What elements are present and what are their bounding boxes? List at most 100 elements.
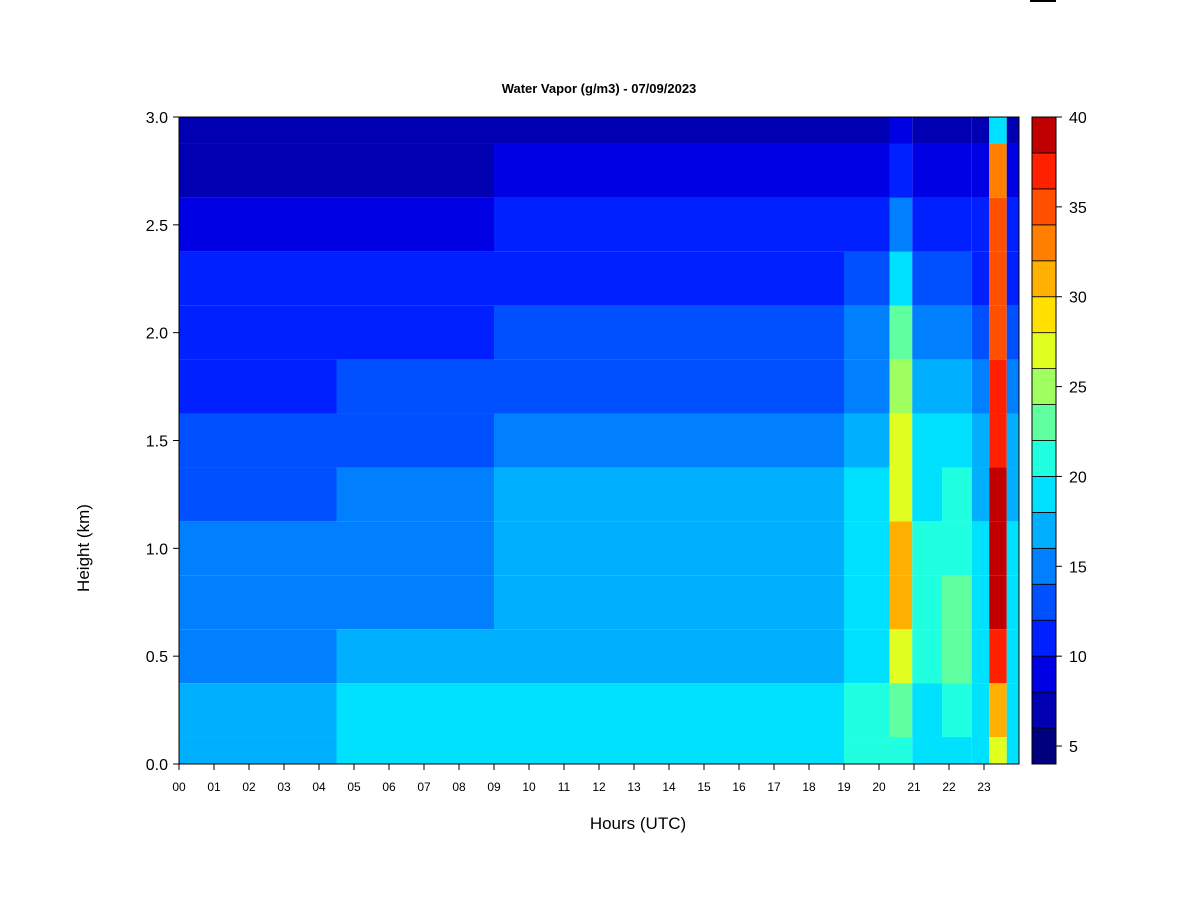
x-tick-label: 12 (592, 780, 606, 794)
heatmap-cell (942, 629, 972, 684)
heatmap-cell (889, 359, 913, 414)
heatmap-cell (1006, 575, 1019, 630)
heatmap-cell (494, 251, 704, 306)
heatmap-cell (989, 413, 1007, 468)
y-tick-label: 2.0 (146, 326, 168, 343)
x-tick-label: 20 (872, 780, 886, 794)
heatmap-cell (942, 413, 972, 468)
heatmap-cell (179, 521, 232, 576)
heatmap-cell (989, 737, 1007, 764)
heatmap-cell (231, 413, 337, 468)
x-tick-label: 03 (277, 780, 291, 794)
x-tick-label: 01 (207, 780, 221, 794)
heatmap-cell (989, 521, 1007, 576)
heatmap-cell (889, 413, 913, 468)
heatmap-cell (912, 737, 942, 764)
heatmap-cell (494, 737, 704, 764)
heatmap-cell (912, 197, 942, 252)
colorbar-swatch (1031, 691, 1057, 729)
heatmap-cell (942, 737, 972, 764)
heatmap-cell (494, 197, 704, 252)
heatmap-cell (971, 413, 990, 468)
heatmap-cell (231, 521, 337, 576)
heatmap-cell (889, 197, 913, 252)
heatmap-cell (844, 521, 890, 576)
heatmap-cell (179, 117, 232, 144)
heatmap-cell (179, 683, 232, 738)
heatmap-cell (942, 117, 972, 144)
heatmap-cell (912, 467, 942, 522)
colorbar-tick-label: 15 (1069, 559, 1087, 576)
heatmap-cell (912, 521, 942, 576)
heatmap-cell (336, 683, 494, 738)
heatmap-cell (179, 629, 232, 684)
y-tick-label: 2.5 (146, 218, 168, 235)
heatmap-cell (494, 575, 704, 630)
heatmap-cell (336, 467, 494, 522)
heatmap-cell (704, 143, 844, 198)
heatmap-cell (971, 521, 990, 576)
heatmap-cell (494, 683, 704, 738)
heatmap-cell (336, 359, 494, 414)
x-tick-label: 08 (452, 780, 466, 794)
heatmap-cell (231, 575, 337, 630)
x-axis: 00 01 02 03 04 05 06 07 08 09 10 11 12 13 14 15 16 17 18 19… (172, 764, 991, 794)
heatmap-cell (889, 521, 913, 576)
heatmap-cell (971, 467, 990, 522)
heatmap-cell (889, 629, 913, 684)
heatmap-cell (912, 251, 942, 306)
heatmap-cell (494, 629, 704, 684)
heatmap-cell (336, 521, 494, 576)
colorbar-swatch (1031, 404, 1057, 441)
y-tick-label: 1.5 (146, 434, 168, 451)
heatmap-cell (844, 359, 890, 414)
heatmap-cell (494, 521, 704, 576)
heatmap-cell (971, 305, 990, 360)
heatmap-cell (336, 251, 494, 306)
heatmap-cell (844, 737, 890, 764)
colorbar-swatch (1031, 727, 1057, 765)
x-tick-label: 02 (242, 780, 256, 794)
heatmap-cell (989, 575, 1007, 630)
heatmap-cell (844, 683, 890, 738)
colorbar-swatch (1031, 619, 1057, 657)
heatmap-cell (1006, 629, 1019, 684)
heatmap-cell (1006, 197, 1019, 252)
heatmap-cell (942, 143, 972, 198)
x-tick-label: 07 (417, 780, 431, 794)
heatmap-cell (231, 359, 337, 414)
heatmap-cell (704, 251, 844, 306)
heatmap-cell (912, 143, 942, 198)
colorbar-swatch (1031, 116, 1057, 154)
heatmap-cell (942, 575, 972, 630)
heatmap-cell (1006, 117, 1019, 144)
heatmap-cell (844, 575, 890, 630)
heatmap-cell (912, 683, 942, 738)
y-axis-label: Height (km) (74, 504, 93, 592)
colorbar-swatch (1031, 440, 1057, 477)
heatmap-cell (336, 737, 494, 764)
heatmap-cell (231, 305, 337, 360)
colorbar-swatch (1031, 511, 1057, 549)
colorbar-tick-label: 30 (1069, 290, 1087, 307)
x-tick-label: 17 (767, 780, 781, 794)
heatmap-cell (1006, 251, 1019, 306)
heatmap-cell (336, 629, 494, 684)
heatmap-cell (844, 467, 890, 522)
heatmap-cell (942, 683, 972, 738)
heatmap-cell (912, 575, 942, 630)
heatmap-cell (179, 467, 232, 522)
heatmap-cell (494, 305, 704, 360)
heatmap-cell (494, 359, 704, 414)
x-tick-label: 19 (837, 780, 851, 794)
colorbar-tick-label: 5 (1069, 739, 1078, 756)
heatmap-cell (989, 467, 1007, 522)
heatmap-cell (912, 117, 942, 144)
heatmap-cell (179, 251, 232, 306)
heatmap-cell (889, 251, 913, 306)
heatmap-cell (494, 117, 704, 144)
colorbar-frame (1031, 116, 1057, 765)
x-tick-label: 13 (627, 780, 641, 794)
heatmap-cell (704, 359, 844, 414)
